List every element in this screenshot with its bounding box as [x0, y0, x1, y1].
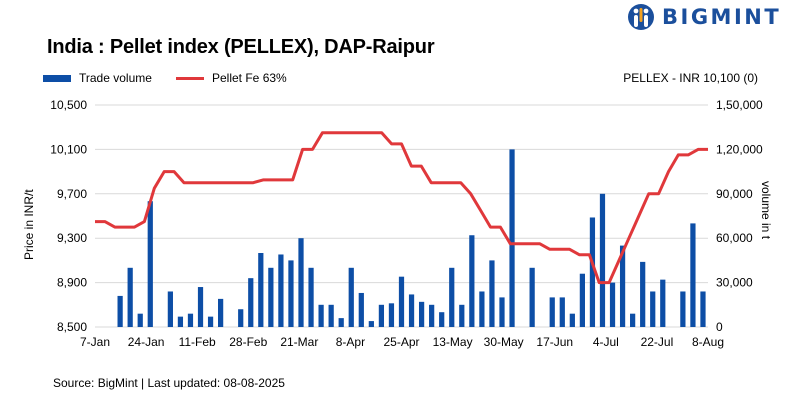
volume-bar: [218, 298, 224, 327]
x-tick-label: 8-Apr: [336, 335, 365, 349]
volume-bar: [358, 292, 364, 327]
volume-bar: [418, 301, 425, 327]
y-tick-label-left: 9,300: [57, 231, 87, 245]
y-tick-label-left: 10,500: [50, 98, 87, 112]
y-tick-label-right: 1,50,000: [716, 98, 763, 112]
legend-label-volume: Trade volume: [79, 71, 152, 85]
volume-bar: [167, 291, 173, 327]
source-note: Source: BigMint | Last updated: 08-08-20…: [53, 376, 285, 390]
volume-bar: [117, 295, 123, 327]
volume-bar: [207, 316, 214, 327]
x-tick-label: 7-Jan: [80, 335, 110, 349]
y-tick-label-left: 10,100: [50, 142, 87, 156]
volume-bar: [388, 303, 395, 327]
legend-label-price: Pellet Fe 63%: [212, 71, 287, 85]
volume-bar: [318, 304, 324, 327]
x-tick-label: 28-Feb: [229, 335, 267, 349]
volume-bar: [680, 291, 686, 327]
y-tick-label-left: 9,700: [57, 187, 87, 201]
legend-item-volume: Trade volume: [43, 71, 152, 85]
volume-bar: [348, 267, 354, 327]
volume-bar: [127, 267, 133, 327]
y-tick-label-left: 8,900: [57, 276, 87, 290]
volume-bar: [238, 309, 244, 327]
volume-bar: [630, 313, 636, 327]
x-tick-label: 21-Mar: [280, 335, 318, 349]
volume-bar: [509, 149, 515, 327]
x-tick-label: 25-Apr: [383, 335, 419, 349]
y-tick-label-right: 1,20,000: [716, 142, 763, 156]
x-tick-label: 11-Feb: [179, 335, 216, 349]
legend-swatch-price: [176, 76, 204, 80]
volume-bar: [559, 297, 565, 327]
y-tick-label-right: 30,000: [716, 276, 753, 290]
volume-bar: [650, 291, 656, 327]
y-tick-label-right: 60,000: [716, 231, 753, 245]
legend-item-price: Pellet Fe 63%: [176, 71, 287, 85]
volume-bar: [529, 267, 535, 327]
x-tick-label: 24-Jan: [128, 335, 165, 349]
x-tick-label: 13-May: [433, 335, 473, 349]
volume-bar: [248, 278, 254, 327]
volume-bar: [459, 304, 465, 327]
volume-bar: [589, 217, 596, 327]
x-tick-label: 30-May: [484, 335, 524, 349]
volume-bar: [569, 313, 575, 327]
y-tick-label-right: 0: [716, 320, 723, 334]
x-tick-label: 4-Jul: [593, 335, 619, 349]
volume-bar: [449, 267, 455, 327]
volume-bar: [429, 304, 435, 327]
y-tick-label-left: 8,500: [57, 320, 87, 334]
volume-bar: [258, 253, 264, 327]
x-tick-label: 17-Jun: [536, 335, 573, 349]
volume-bar: [308, 267, 314, 327]
volume-bar: [489, 260, 495, 327]
volume-bar: [469, 235, 475, 327]
volume-bar: [137, 313, 143, 327]
volume-bar: [268, 267, 274, 327]
volume-bar: [579, 273, 585, 327]
volume-bar: [408, 294, 415, 327]
volume-bar: [177, 316, 184, 327]
volume-bar: [549, 297, 555, 327]
chart-title: India : Pellet index (PELLEX), DAP-Raipu…: [47, 36, 435, 58]
volume-bar: [609, 282, 616, 327]
volume-bar: [599, 193, 606, 327]
volume-bar: [690, 223, 696, 327]
volume-bar: [439, 312, 445, 327]
x-tick-label: 22-Jul: [641, 335, 674, 349]
pellex-value-label: PELLEX - INR 10,100 (0): [623, 71, 758, 85]
volume-bar: [660, 279, 666, 327]
volume-bar: [700, 291, 706, 327]
volume-bar: [338, 318, 344, 327]
volume-bar: [187, 313, 194, 327]
legend-swatch-volume: [43, 74, 71, 82]
volume-bar: [479, 291, 485, 327]
price-line: [95, 131, 708, 285]
brand-name: BIGMINT: [662, 5, 782, 29]
volume-bar: [398, 276, 405, 327]
volume-bar: [368, 321, 374, 327]
volume-bar: [197, 287, 204, 327]
volume-bar: [288, 260, 294, 327]
volume-bar: [499, 297, 505, 327]
volume-bar: [640, 261, 646, 327]
brand-logo: BIGMINT: [626, 3, 781, 31]
volume-bar: [619, 245, 626, 327]
brand-logo-icon: [628, 4, 654, 30]
volume-bar: [147, 201, 153, 327]
y-tick-label-right: 90,000: [716, 187, 753, 201]
volume-bar: [328, 304, 334, 327]
volume-bar: [378, 304, 385, 327]
volume-bar: [278, 254, 284, 327]
x-tick-label: 8-Aug: [692, 335, 724, 349]
volume-bar: [298, 238, 304, 327]
